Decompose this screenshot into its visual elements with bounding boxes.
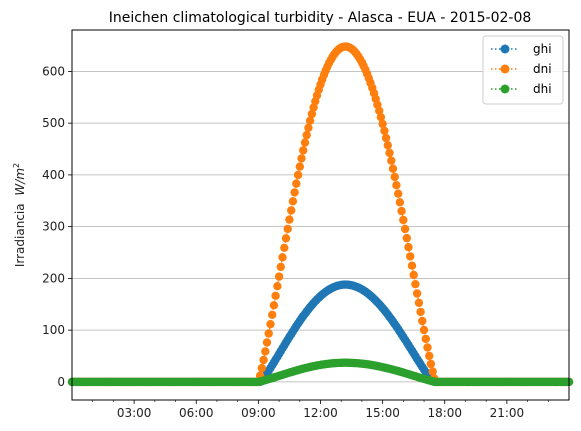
legend-marker-dhi <box>500 84 510 94</box>
data-point-dni <box>264 329 273 338</box>
y-tick-label: 400 <box>42 168 65 182</box>
x-tick-label: 12:00 <box>303 406 338 420</box>
plot-frame <box>71 29 570 401</box>
data-point-dni <box>271 291 280 300</box>
data-point-dni <box>388 164 398 173</box>
data-point-dni <box>262 338 272 347</box>
data-point-dni <box>406 252 415 261</box>
legend-label-ghi: ghi <box>533 42 552 56</box>
data-point-dni <box>411 280 420 289</box>
data-point-dni <box>268 310 277 319</box>
data-point-dni <box>428 367 437 376</box>
y-tick-label: 0 <box>57 375 65 389</box>
data-point-dni <box>394 189 403 198</box>
data-point-dni <box>305 116 315 125</box>
data-point-dni <box>395 198 405 207</box>
y-tick-label: 200 <box>42 271 65 285</box>
data-point-dni <box>421 334 430 344</box>
data-point-dni <box>404 243 413 252</box>
data-point-dni <box>293 170 303 180</box>
data-point-dni <box>416 307 425 317</box>
data-point-dni <box>387 156 396 165</box>
series-ghi <box>67 280 574 387</box>
x-tick-label: 03:00 <box>117 406 152 420</box>
x-tick-label: 15:00 <box>365 406 400 420</box>
legend-marker-dni <box>500 64 510 74</box>
data-point-dni <box>288 197 298 206</box>
data-point-dni <box>276 262 285 272</box>
data-point-dni <box>297 154 306 163</box>
data-point-dni <box>419 325 429 335</box>
data-point-dni <box>418 316 427 326</box>
axes: 0 100 200 300 400 500 600 03:00 06:00 09:00 12:00 1… <box>42 64 549 420</box>
data-point-dni <box>385 148 394 158</box>
data-point-dni <box>383 141 392 150</box>
data-point-dni <box>381 133 391 143</box>
y-axis-label-unit: W/m <box>13 168 27 196</box>
legend-label-dni: dni <box>533 62 552 76</box>
x-tick-label: 09:00 <box>241 406 276 420</box>
data-point-dni <box>390 172 399 182</box>
data-point-dni <box>292 179 301 188</box>
data-point-dni <box>375 106 384 116</box>
y-tick-label: 100 <box>42 323 65 337</box>
y-axis-label: Irradiancia W/m2 <box>12 163 27 267</box>
data-point-dni <box>273 282 282 291</box>
data-point-dni <box>426 359 436 369</box>
data-point-dni <box>392 181 401 190</box>
data-point-dni <box>412 289 422 298</box>
legend: ghi dni dhi <box>482 35 564 105</box>
data-point-dni <box>280 243 289 252</box>
data-point-dni <box>283 224 292 234</box>
legend-marker-ghi <box>500 44 510 54</box>
x-tick-label: 18:00 <box>427 406 462 420</box>
data-point-dni <box>397 206 406 216</box>
data-point-dni <box>302 130 311 140</box>
data-point-dni <box>425 351 434 361</box>
data-point-dni <box>299 146 308 155</box>
x-tick-label: 21:00 <box>490 406 525 420</box>
gridlines <box>72 70 569 383</box>
data-point-dni <box>278 253 287 262</box>
data-point-dni <box>399 215 408 225</box>
plot-area <box>67 42 574 387</box>
data-point-dni <box>274 272 284 281</box>
data-point-dni <box>266 320 275 329</box>
data-point-dni <box>414 298 424 307</box>
data-point-dni <box>287 206 296 215</box>
series-dhi <box>67 358 574 387</box>
legend-label-dhi: dhi <box>533 82 552 96</box>
data-point-dni <box>402 233 411 243</box>
data-point-dni <box>400 224 410 234</box>
data-point-dni <box>409 270 418 280</box>
x-tick-label: 06:00 <box>179 406 214 420</box>
data-point-dni <box>307 109 317 119</box>
data-point-dni <box>300 138 310 147</box>
data-point-dni <box>285 215 294 224</box>
y-tick-label: 500 <box>42 116 65 130</box>
y-axis-label-unit-exponent: 2 <box>12 163 21 168</box>
y-axis-label-text: Irradiancia <box>13 203 27 267</box>
data-point-dni <box>281 234 291 243</box>
data-point-dni <box>269 301 279 310</box>
data-point-dni <box>257 363 266 373</box>
data-point-dni <box>290 188 299 197</box>
data-point-dni <box>304 123 313 132</box>
data-point-dni <box>380 126 389 135</box>
data-point-dni <box>259 355 268 365</box>
data-point-dni <box>376 113 386 122</box>
y-tick-label: 600 <box>42 64 65 78</box>
data-point-dni <box>261 347 270 356</box>
data-point-dni <box>407 261 417 270</box>
y-tick-label: 300 <box>42 220 65 234</box>
data-point-dni <box>295 162 304 171</box>
data-point-dni <box>423 343 432 352</box>
data-point-dni <box>378 119 387 129</box>
chart-title: Ineichen climatological turbidity - Alas… <box>109 10 532 26</box>
